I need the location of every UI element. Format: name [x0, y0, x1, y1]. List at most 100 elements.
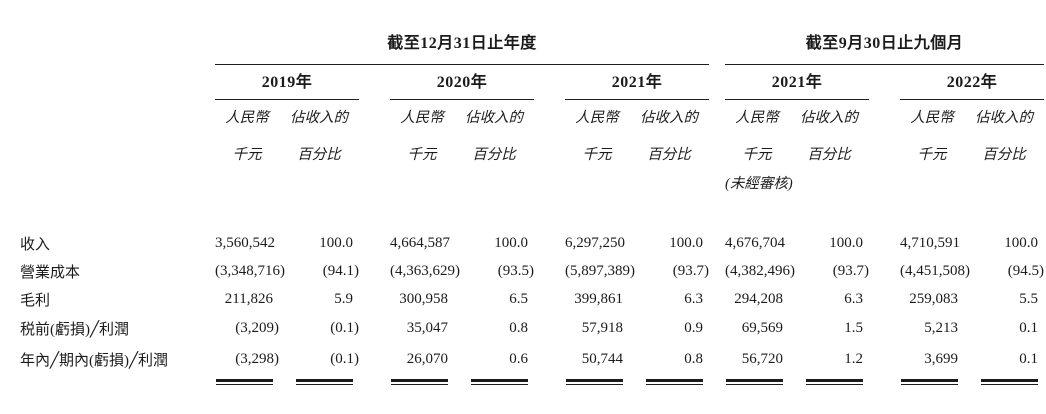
- value-cell: 6,297,250: [565, 234, 625, 251]
- value-cell: 4,676,704: [725, 234, 786, 251]
- subheader-rmb: 人民幣: [400, 110, 444, 126]
- value-cell: (94.5): [1007, 262, 1045, 279]
- value-cell: (3,209): [235, 320, 279, 336]
- double-rule: [391, 379, 448, 385]
- value-cell: 3,699: [924, 350, 959, 367]
- subheader-pct: 佔收入的: [975, 110, 1034, 126]
- table-row-revenue: 收入 3,560,542 100.0 4,664,587 100.0 6,297…: [20, 229, 1044, 257]
- value-cell: 6.3: [844, 290, 864, 307]
- label-column-spacer: [20, 133, 215, 169]
- value-cell: 0.1: [1019, 320, 1039, 336]
- subheader-pct: 佔收入的: [800, 110, 859, 126]
- value-cell: (4,451,508): [900, 262, 971, 279]
- year-gap: [869, 64, 900, 99]
- subheader-pct: 佔收入的: [465, 110, 523, 126]
- year-label-2021-annual: 2021年: [565, 64, 710, 100]
- subheader-rmb: 人民幣: [225, 110, 269, 126]
- value-cell: 294,208: [734, 290, 784, 307]
- value-cell: 57,918: [581, 320, 623, 336]
- subheader-row-1: 人民幣 佔收入的 人民幣 佔收入的 人民幣 佔收入的 人民幣 佔收入的 人民幣 …: [20, 99, 1044, 133]
- table-row-gross-profit: 毛利 211,826 5.9 300,958 6.5 399,861 6.3 2…: [20, 285, 1044, 313]
- double-rule-cell: [565, 374, 629, 394]
- subheader-rmb-unit: 千元: [582, 147, 612, 163]
- label-column-spacer: [20, 99, 215, 133]
- double-rule-cell: [725, 374, 789, 394]
- value-cell: 259,083: [909, 290, 959, 307]
- double-rule-cell: [629, 374, 709, 394]
- value-cell: 1.5: [844, 320, 864, 336]
- subheader-pct-unit: 百分比: [472, 147, 516, 163]
- double-rule: [646, 379, 704, 385]
- value-cell: 0.6: [509, 350, 528, 367]
- value-cell: 5.9: [334, 290, 353, 307]
- value-cell: (4,382,496): [725, 262, 796, 279]
- label-column-spacer: [20, 24, 215, 64]
- unaudited-note-row: (未經審核): [20, 169, 1044, 195]
- value-cell: (93.7): [672, 262, 710, 279]
- value-cell: (0.1): [330, 350, 359, 367]
- section-gap: [709, 64, 725, 99]
- table-row-cost-of-sales: 營業成本 (3,348,716) (94.1) (4,363,629) (93.…: [20, 257, 1044, 285]
- subheader-rmb-unit: 千元: [917, 147, 947, 163]
- value-cell: 0.8: [509, 320, 528, 336]
- value-cell: (5,897,389): [565, 262, 635, 279]
- double-rule-cell: [279, 374, 359, 394]
- double-rule-cell: [964, 374, 1044, 394]
- subheader-rmb-unit: 千元: [742, 147, 772, 163]
- value-cell: 35,047: [406, 320, 448, 336]
- double-underline-row: [20, 374, 1044, 394]
- double-rule: [566, 379, 623, 385]
- double-rule: [806, 379, 864, 385]
- row-label: 税前(虧損)╱利潤: [20, 322, 130, 338]
- year-gap: [869, 99, 900, 133]
- value-cell: 4,710,591: [900, 234, 961, 251]
- value-cell: 399,861: [574, 290, 623, 307]
- value-cell: 100.0: [494, 234, 528, 251]
- value-cell: 6.5: [509, 290, 528, 307]
- double-rule-cell: [900, 374, 964, 394]
- value-cell: 0.1: [1019, 350, 1039, 367]
- value-cell: 56,720: [741, 350, 784, 367]
- subheader-pct-unit: 百分比: [807, 147, 851, 163]
- value-cell: (0.1): [330, 320, 359, 336]
- subheader-pct-unit: 百分比: [982, 147, 1026, 163]
- double-rule-cell: [390, 374, 454, 394]
- value-cell: 0.9: [684, 320, 704, 336]
- subheader-row-2: 千元 百分比 千元 百分比 千元 百分比 千元 百分比 千元 百分比: [20, 133, 1044, 169]
- value-cell: 5,213: [924, 320, 959, 336]
- year-label-2021-interim: 2021年: [725, 64, 870, 100]
- double-rule-cell: [789, 374, 869, 394]
- double-rule: [216, 379, 273, 385]
- value-cell: 211,826: [224, 290, 273, 307]
- label-column-spacer: [20, 64, 215, 99]
- label-column-spacer: [20, 169, 215, 195]
- year-header-row: 2019年 2020年 2021年 2021年 2022年: [20, 64, 1045, 100]
- table-row-pretax-profit: 税前(虧損)╱利潤 (3,209) (0.1) 35,047 0.8 57,91…: [20, 313, 1044, 344]
- period-header-row: 截至12月31日止年度 截至9月30日止九個月: [20, 24, 1045, 65]
- year-gap: [359, 99, 390, 133]
- value-cell: 6.3: [684, 290, 704, 307]
- year-label-2019: 2019年: [215, 64, 359, 100]
- year-label-2020: 2020年: [390, 64, 534, 100]
- double-rule-cell: [454, 374, 534, 394]
- value-cell: 300,958: [399, 290, 448, 307]
- value-cell: 100.0: [1004, 234, 1039, 251]
- value-cell: 26,070: [406, 350, 448, 367]
- value-cell: 100.0: [829, 234, 864, 251]
- section-gap: [709, 133, 725, 169]
- double-rule: [726, 379, 784, 385]
- value-cell: 0.8: [684, 350, 704, 367]
- value-cell: (93.7): [832, 262, 870, 279]
- row-label: 營業成本: [20, 264, 81, 281]
- section-gap: [709, 24, 725, 64]
- double-rule: [981, 379, 1039, 385]
- year-gap: [359, 64, 390, 99]
- double-rule: [471, 379, 528, 385]
- unaudited-note: (未經審核): [725, 176, 793, 192]
- table-row-period-profit: 年內╱期內(虧損)╱利潤 (3,298) (0.1) 26,070 0.6 50…: [20, 344, 1044, 374]
- subheader-rmb-unit: 千元: [232, 147, 262, 163]
- value-cell: 69,569: [741, 320, 784, 336]
- section-gap: [709, 99, 725, 133]
- period-header-annual: 截至12月31日止年度: [215, 24, 710, 65]
